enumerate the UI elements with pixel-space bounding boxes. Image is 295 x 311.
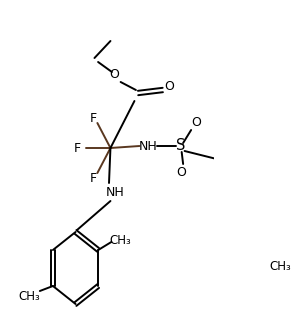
- Text: F: F: [90, 112, 97, 124]
- Text: NH: NH: [139, 140, 158, 152]
- Text: S: S: [176, 138, 186, 154]
- Text: F: F: [73, 142, 81, 155]
- Text: O: O: [164, 80, 174, 92]
- Text: O: O: [191, 117, 201, 129]
- Text: F: F: [90, 171, 97, 184]
- Text: O: O: [109, 68, 119, 81]
- Text: CH₃: CH₃: [19, 290, 40, 303]
- Text: CH₃: CH₃: [269, 259, 291, 272]
- Text: CH₃: CH₃: [109, 234, 131, 247]
- Text: O: O: [176, 166, 186, 179]
- Text: NH: NH: [105, 187, 124, 199]
